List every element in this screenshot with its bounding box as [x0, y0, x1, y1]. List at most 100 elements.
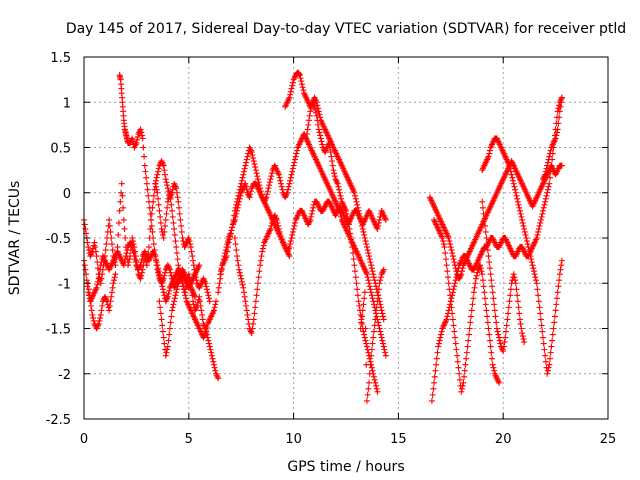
data-point [356, 302, 363, 309]
data-point [360, 301, 367, 308]
data-point [520, 222, 527, 229]
data-point [369, 367, 376, 374]
data-point [148, 222, 155, 229]
data-point [148, 216, 155, 223]
data-point [208, 349, 215, 356]
data-point [199, 311, 206, 318]
data-point [361, 331, 368, 338]
data-point [380, 268, 387, 275]
data-point [124, 247, 131, 254]
data-point [376, 280, 383, 287]
data-point [447, 301, 454, 308]
data-point [553, 301, 560, 308]
data-point [255, 179, 262, 186]
data-point [161, 340, 168, 347]
data-point [371, 277, 378, 284]
data-point [119, 192, 126, 199]
data-point [173, 244, 180, 251]
data-point [237, 272, 244, 279]
series-s18 [540, 94, 565, 183]
data-point [186, 238, 193, 245]
data-point [329, 158, 336, 165]
data-point [159, 286, 166, 293]
data-point [430, 385, 437, 392]
data-point [152, 177, 159, 184]
data-point [544, 159, 551, 166]
data-point [242, 162, 249, 169]
data-point [166, 325, 173, 332]
data-point [174, 256, 181, 263]
data-point [432, 367, 439, 374]
data-point [138, 129, 145, 136]
data-point [526, 250, 533, 257]
data-point [120, 262, 127, 269]
data-point [442, 256, 449, 263]
data-point [361, 295, 368, 302]
data-point [510, 180, 517, 187]
data-point [164, 346, 171, 353]
data-point [118, 189, 125, 196]
data-point [351, 189, 358, 196]
data-point [203, 283, 210, 290]
data-point [173, 250, 180, 257]
data-point [477, 265, 484, 272]
data-point [138, 132, 145, 139]
data-point [289, 165, 296, 172]
data-point [517, 210, 524, 217]
data-point [343, 210, 350, 217]
data-point [549, 337, 556, 344]
data-point [516, 204, 523, 211]
data-point [107, 298, 114, 305]
data-point [489, 361, 496, 368]
data-point [494, 328, 501, 335]
data-point [537, 316, 544, 323]
data-point [462, 361, 469, 368]
data-point [275, 225, 282, 232]
data-point [533, 280, 540, 287]
data-point [326, 144, 333, 151]
data-point [363, 271, 370, 278]
x-tick-label: 0 [80, 432, 88, 447]
data-point [238, 278, 245, 285]
data-point [514, 292, 521, 299]
data-point [376, 216, 383, 223]
data-point [187, 241, 194, 248]
data-point [171, 298, 178, 305]
data-point [286, 180, 293, 187]
data-point [173, 185, 180, 192]
data-point [374, 388, 381, 395]
data-point [478, 268, 485, 275]
y-tick-label: -2 [58, 368, 71, 383]
data-point [542, 198, 549, 205]
data-point [353, 280, 360, 287]
data-point [254, 286, 261, 293]
data-point [254, 280, 261, 287]
data-point [557, 97, 564, 104]
data-point [160, 162, 167, 169]
data-point [484, 241, 491, 248]
data-point [356, 210, 363, 217]
data-point [106, 216, 113, 223]
data-point [110, 280, 117, 287]
data-point [365, 277, 372, 284]
data-point [167, 319, 174, 326]
data-point [522, 231, 529, 238]
data-point [505, 304, 512, 311]
data-point [377, 331, 384, 338]
data-point [183, 295, 190, 302]
data-point [515, 304, 522, 311]
data-point [145, 244, 152, 251]
data-point [533, 277, 540, 284]
data-point [514, 298, 521, 305]
data-point [337, 192, 344, 199]
data-point [286, 253, 293, 260]
data-point [447, 244, 454, 251]
data-point [369, 340, 376, 347]
data-point [285, 183, 292, 190]
data-point [153, 186, 160, 193]
data-point [524, 241, 531, 248]
data-point [175, 198, 182, 205]
data-point [359, 320, 366, 327]
data-point [247, 328, 254, 335]
data-point [436, 337, 443, 344]
